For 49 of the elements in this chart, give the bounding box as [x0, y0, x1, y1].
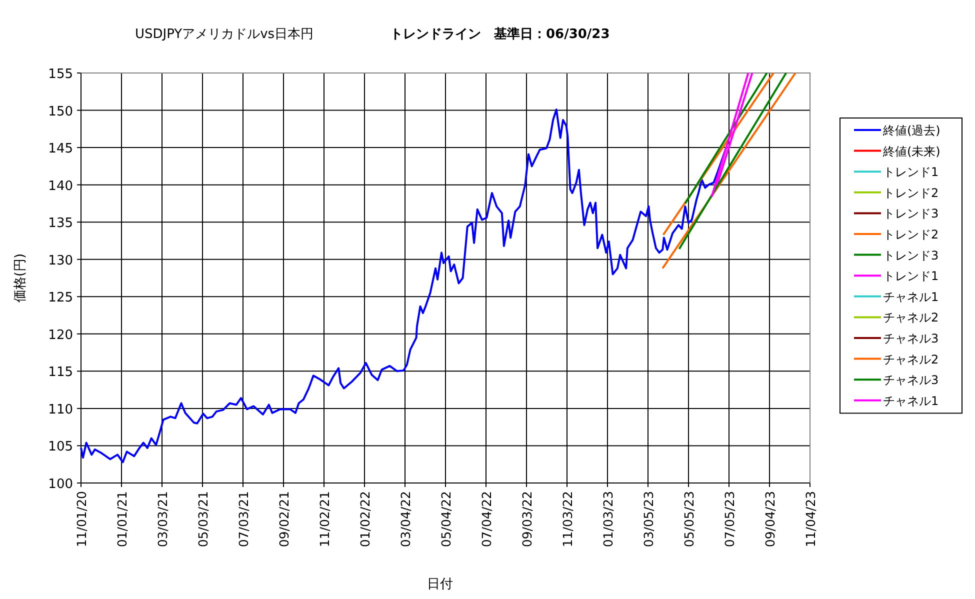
y-tick-label: 150 — [48, 104, 73, 120]
legend-label: トレンド1 — [883, 269, 939, 284]
y-tick-label: 125 — [48, 290, 73, 306]
x-tick-label: 01/01/21 — [114, 491, 130, 548]
y-tick-label: 130 — [48, 253, 73, 268]
x-tick-label: 01/03/23 — [600, 491, 616, 548]
x-tick-label: 11/01/20 — [74, 490, 89, 548]
x-tick-label: 01/02/22 — [358, 491, 372, 548]
x-tick-label: 05/05/23 — [682, 491, 696, 548]
legend-label: トレンド2 — [883, 228, 939, 242]
x-tick-label: 09/02/21 — [276, 491, 292, 548]
x-axis-title: 日付 — [427, 577, 453, 592]
y-tick-label: 135 — [48, 216, 73, 232]
x-tick-label: 05/04/22 — [438, 491, 454, 548]
legend-label: チャネル1 — [883, 290, 939, 304]
y-tick-label: 115 — [48, 365, 73, 380]
legend-label: 終値(過去) — [882, 124, 940, 138]
x-tick-label: 11/04/23 — [803, 491, 818, 548]
legend-label: 終値(未来) — [882, 144, 940, 158]
chart-subtitle: トレンドライン 基準日：06/30/23 — [390, 27, 610, 42]
x-tick-label: 03/05/23 — [641, 491, 656, 548]
y-tick-label: 155 — [48, 67, 73, 82]
legend-label: チャネル2 — [883, 352, 939, 366]
y-tick-label: 140 — [48, 178, 73, 194]
y-tick-label: 145 — [48, 142, 73, 157]
legend-label: トレンド3 — [883, 206, 939, 221]
y-axis-title: 価格(円) — [13, 253, 28, 303]
y-tick-label: 105 — [48, 440, 73, 455]
y-tick-label: 100 — [48, 477, 73, 492]
legend-label: チャネル3 — [883, 373, 939, 388]
x-tick-label: 11/03/22 — [560, 491, 575, 548]
legend-label: チャネル1 — [883, 394, 939, 408]
x-tick-label: 03/04/22 — [398, 491, 413, 548]
x-tick-label: 07/03/21 — [236, 491, 251, 548]
legend-label: トレンド1 — [883, 165, 939, 180]
legend-label: トレンド3 — [883, 248, 939, 262]
legend-label: トレンド2 — [883, 186, 939, 200]
x-tick-label: 09/04/23 — [762, 491, 778, 548]
y-tick-label: 120 — [48, 328, 73, 343]
x-tick-label: 07/05/23 — [722, 491, 737, 548]
chart-title: USDJPYアメリカドルvs日本円 — [135, 27, 314, 42]
y-tick-label: 110 — [48, 402, 73, 418]
x-tick-label: 11/02/21 — [317, 491, 332, 548]
x-tick-label: 03/03/21 — [155, 491, 170, 548]
x-tick-label: 07/04/22 — [479, 491, 494, 548]
x-tick-label: 09/03/22 — [520, 491, 534, 548]
x-tick-label: 05/03/21 — [196, 491, 210, 548]
legend-label: チャネル2 — [883, 310, 939, 325]
legend-label: チャネル3 — [883, 332, 939, 346]
